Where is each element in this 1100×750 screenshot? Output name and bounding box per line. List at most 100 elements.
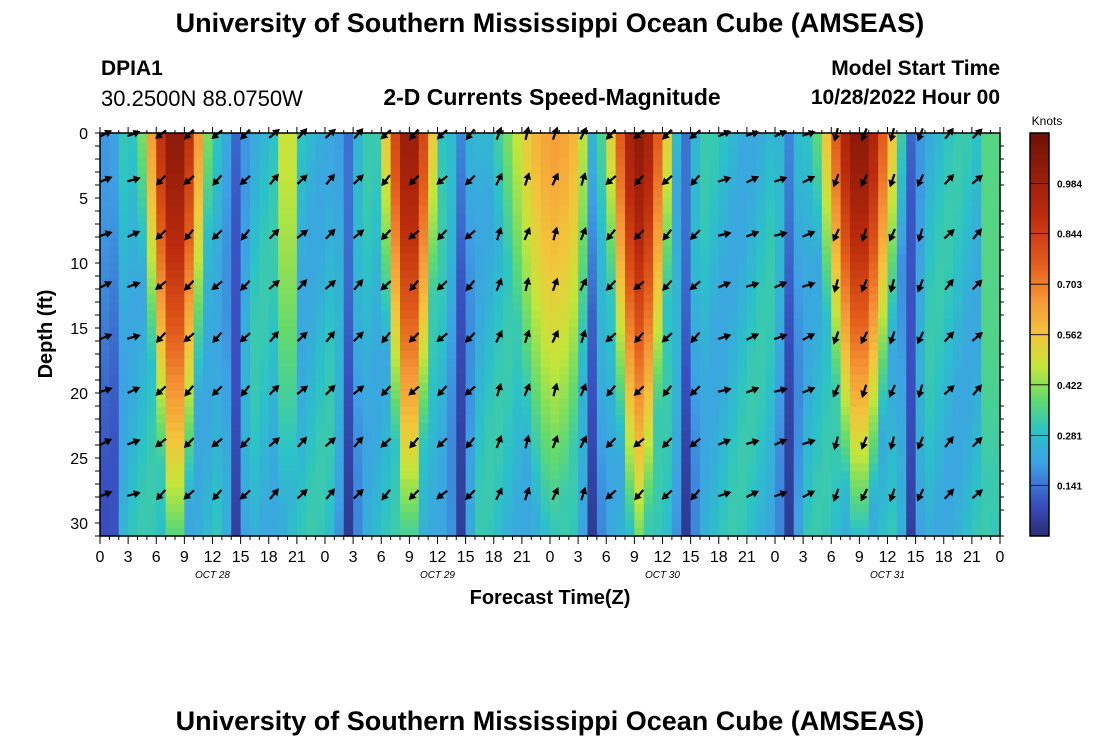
heat-cell [690,237,701,247]
heat-cell [240,294,251,303]
heat-cell [531,382,542,392]
heat-cell [550,415,560,424]
heat-cell [953,423,964,432]
heat-cell [700,463,710,473]
heat-cell [850,527,860,537]
current-arrow [745,280,760,289]
heat-cell [503,294,514,303]
heat-cell [625,286,635,295]
heat-cell [850,245,860,255]
heat-cell [137,141,148,150]
heat-cell [353,407,364,416]
current-arrow [436,175,448,185]
heat-cell [156,366,167,376]
heat-cell [962,173,973,182]
heat-cell [493,318,504,328]
heat-cell [634,157,645,166]
heat-cell [184,197,195,207]
heat-cell [100,213,110,223]
heat-cell [981,495,992,505]
heat-cell [775,165,785,174]
heat-cell [221,511,232,521]
heat-cell [681,471,692,481]
heat-cell [737,447,748,456]
heat-cell [550,511,560,521]
heat-cell [390,245,401,255]
heat-cell [709,237,720,247]
heat-cell [906,398,917,408]
current-arrow [127,332,141,341]
heat-cell [362,431,373,440]
heat-cell [203,374,214,384]
heat-cell [653,229,664,239]
current-arrow [296,385,309,395]
heat-cell [381,189,392,199]
heat-cell [878,189,889,199]
heat-cell [784,165,795,174]
heat-cell [493,310,504,319]
heat-cell [165,334,176,344]
heat-cell [943,374,954,384]
heat-cell [193,141,204,150]
heat-cell [175,261,185,271]
heat-cell [400,390,410,400]
heat-cell [109,366,120,376]
heat-cell [503,197,514,207]
heat-cell [390,294,401,303]
heat-cell [503,439,514,448]
heat-cell [784,447,795,456]
heat-cell [118,133,129,142]
heat-cell [793,318,804,328]
heat-cell [400,213,410,223]
heat-cell [700,157,710,166]
heat-cell [296,511,307,521]
heat-cell [343,302,354,311]
heat-cell [287,310,298,319]
heat-cell [615,487,626,497]
heat-cell [906,221,917,231]
heat-cell [812,471,823,481]
heat-cell [634,286,645,295]
heat-cell [371,270,382,279]
heat-cell [671,382,682,392]
heat-cell [212,455,223,465]
heat-cell [428,318,439,328]
heat-cell [625,221,635,231]
heat-cell [521,455,532,465]
heat-cell [962,213,973,223]
heat-cell [784,423,795,432]
heat-cell [278,278,289,287]
current-arrow [495,277,503,292]
heat-cell [587,479,598,489]
heat-cell [643,205,654,215]
heat-cell [381,390,392,400]
heat-cell [840,205,851,215]
heat-cell [400,431,410,440]
heat-cell [296,253,307,263]
heat-cell [409,221,420,231]
heat-cell [971,431,982,440]
heat-cell [540,390,551,400]
heat-cell [850,350,860,360]
heat-cell [334,197,345,207]
heat-cell [821,245,832,255]
heat-cell [156,487,167,497]
heat-cell [456,487,467,497]
heat-cell [137,511,148,521]
heat-cell [128,398,139,408]
heat-cell [915,415,926,424]
heat-cell [634,213,645,223]
heat-cell [803,415,814,424]
heat-cell [671,463,682,473]
heat-cell [418,455,429,465]
heat-cell [896,495,907,505]
heat-cell [615,237,626,247]
heat-cell [653,382,664,392]
heat-cell [334,149,345,158]
heat-cell [981,302,992,311]
heat-cell [531,463,542,473]
heat-cell [540,197,551,207]
heat-cell [596,181,607,191]
heat-cell [812,253,823,263]
heat-cell [446,245,457,255]
